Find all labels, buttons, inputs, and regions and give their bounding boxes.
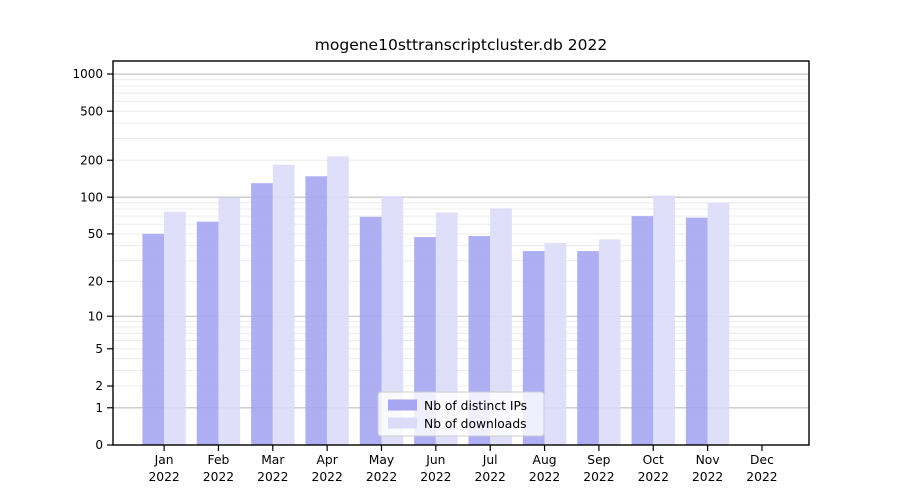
bar-nb-of-downloads-feb-2022 [218,197,241,445]
bar-nb-of-downloads-jun-2022 [435,212,458,445]
x-tick-label-year: 2022 [583,470,614,484]
y-tick-label: 1 [95,401,103,415]
y-tick-label: 10 [88,309,103,323]
x-tick-label-month: Dec [750,453,774,467]
x-tick-label-month: Feb [208,453,230,467]
y-tick-label: 2 [95,379,103,393]
bar-nb-of-downloads-aug-2022 [544,243,567,445]
x-tick-label-year: 2022 [692,470,723,484]
bar-nb-of-downloads-oct-2022 [653,195,675,445]
y-tick-label: 20 [88,275,103,289]
x-tick-label-month: Mar [261,453,285,467]
bar-nb-of-distinct-ips-oct-2022 [631,216,654,445]
y-tick-label: 50 [88,227,103,241]
bar-nb-of-downloads-jul-2022 [490,208,512,445]
x-tick-label-year: 2022 [529,470,560,484]
bar-nb-of-downloads-sep-2022 [598,239,621,445]
x-tick-label-year: 2022 [203,470,234,484]
bar-nb-of-distinct-ips-feb-2022 [196,221,219,445]
x-tick-label-month: Oct [643,453,664,467]
y-tick-label: 200 [80,153,103,167]
bar-nb-of-distinct-ips-mar-2022 [251,183,273,445]
bar-nb-of-downloads-nov-2022 [707,202,730,445]
x-tick-label-month: Sep [587,453,610,467]
legend-swatch-nb-of-distinct-ips [388,399,417,411]
x-tick-label-year: 2022 [366,470,397,484]
y-tick-label: 100 [80,190,103,204]
bar-nb-of-distinct-ips-apr-2022 [305,176,328,445]
bar-nb-of-distinct-ips-may-2022 [359,216,382,445]
legend-box [377,391,545,437]
legend-label-nb-of-downloads: Nb of downloads [424,417,527,431]
x-tick-label-month: Nov [696,453,720,467]
bar-nb-of-downloads-jan-2022 [164,211,186,445]
chart-title: mogene10sttranscriptcluster.db 2022 [314,36,608,54]
x-tick-label-year: 2022 [312,470,343,484]
x-tick-label-month: Jul [482,453,498,467]
bar-nb-of-downloads-may-2022 [381,196,404,445]
legend-label-nb-of-distinct-ips: Nb of distinct IPs [424,399,527,413]
y-tick-label: 1000 [72,67,103,81]
x-tick-label-month: Jan [154,453,174,467]
bar-nb-of-downloads-apr-2022 [327,156,349,445]
bar-nb-of-distinct-ips-sep-2022 [577,251,599,445]
bar-nb-of-downloads-mar-2022 [272,164,295,445]
legend-swatch-nb-of-downloads [388,417,417,429]
x-tick-label-month: May [369,453,394,467]
y-tick-label: 5 [95,342,103,356]
x-tick-label-year: 2022 [257,470,288,484]
x-tick-label-year: 2022 [475,470,506,484]
x-tick-label-year: 2022 [746,470,777,484]
x-tick-label-month: Aug [533,453,557,467]
x-tick-label-month: Apr [317,453,339,467]
bar-nb-of-distinct-ips-nov-2022 [685,217,708,445]
bar-nb-of-distinct-ips-jan-2022 [142,233,165,445]
y-tick-label: 0 [95,438,103,452]
axes-box [112,60,810,446]
x-tick-label-year: 2022 [148,470,179,484]
x-tick-label-year: 2022 [420,470,451,484]
x-tick-label-year: 2022 [638,470,669,484]
x-tick-label-month: Jun [425,453,445,467]
y-tick-label: 500 [80,104,103,118]
